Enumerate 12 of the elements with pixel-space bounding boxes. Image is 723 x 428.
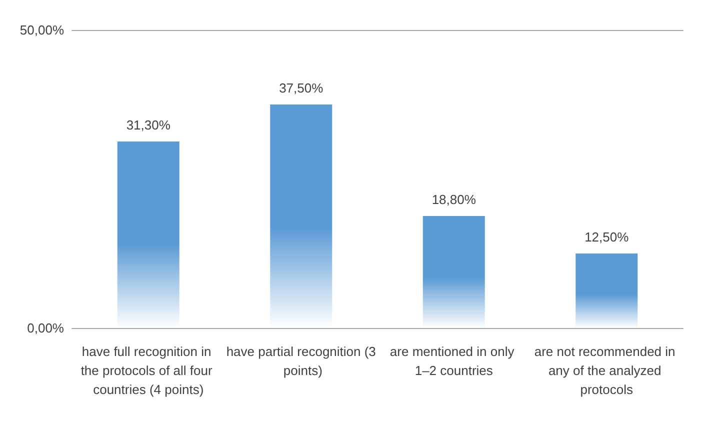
x-tick-label: have partial recognition (3 points)	[226, 344, 376, 378]
data-label: 18,80%	[432, 192, 476, 207]
data-label: 31,30%	[126, 117, 171, 132]
y-tick-label: 50,00%	[20, 22, 64, 38]
bar	[576, 254, 638, 328]
y-tick-label: 0,00%	[27, 320, 64, 336]
data-label: 37,50%	[279, 80, 324, 96]
x-tick-label: are not recommended in any of the analyzed protocols	[534, 344, 679, 397]
bar	[422, 216, 485, 328]
x-tick-label: have full recognition in the protocols of all four countries (4 points)	[80, 344, 216, 397]
data-label: 12,50%	[584, 230, 630, 244]
x-tick-label: are mentioned in only 1–2 countries	[390, 344, 518, 378]
